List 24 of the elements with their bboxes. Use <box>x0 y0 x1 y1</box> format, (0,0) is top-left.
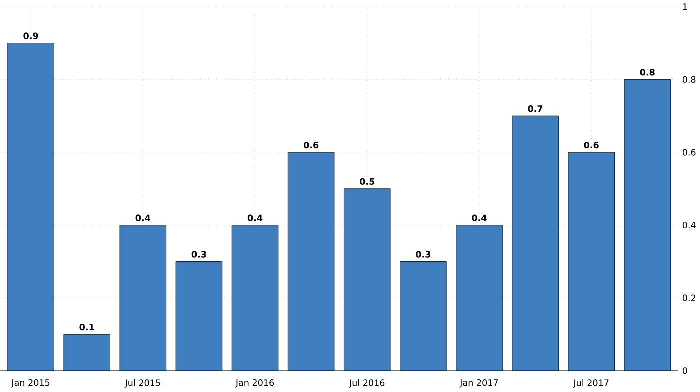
x-tick-label: Jan 2015 <box>11 380 50 388</box>
data-label: 0.4 <box>248 214 263 222</box>
x-tick-label: Jan 2016 <box>235 380 274 388</box>
y-tick-label: 0.4 <box>682 222 696 229</box>
y-tick-label: 1 <box>683 4 688 10</box>
y-tick-label: 0 <box>682 368 688 374</box>
data-label: 0.4 <box>472 214 487 222</box>
x-tick-label: Jul 2016 <box>349 380 385 388</box>
data-label: 0.8 <box>640 69 655 76</box>
data-label: 0.5 <box>360 178 375 186</box>
data-label: 0.7 <box>528 106 543 112</box>
y-tick-label: 0.2 <box>682 294 696 302</box>
x-tick-label: Jul 2017 <box>573 380 609 388</box>
data-label: 0.6 <box>304 142 319 149</box>
x-tick-label: Jan 2017 <box>460 380 498 388</box>
data-label: 0.6 <box>584 142 599 149</box>
y-tick-label: 0.8 <box>682 76 696 84</box>
y-tick-label: 0.6 <box>682 149 696 156</box>
data-label: 0.4 <box>136 214 151 222</box>
data-label: 0.3 <box>192 251 206 258</box>
x-tick-label: Jul 2015 <box>124 380 160 388</box>
data-label: 0.1 <box>80 324 94 331</box>
data-label: 0.9 <box>24 32 38 40</box>
data-label: 0.3 <box>416 251 431 258</box>
